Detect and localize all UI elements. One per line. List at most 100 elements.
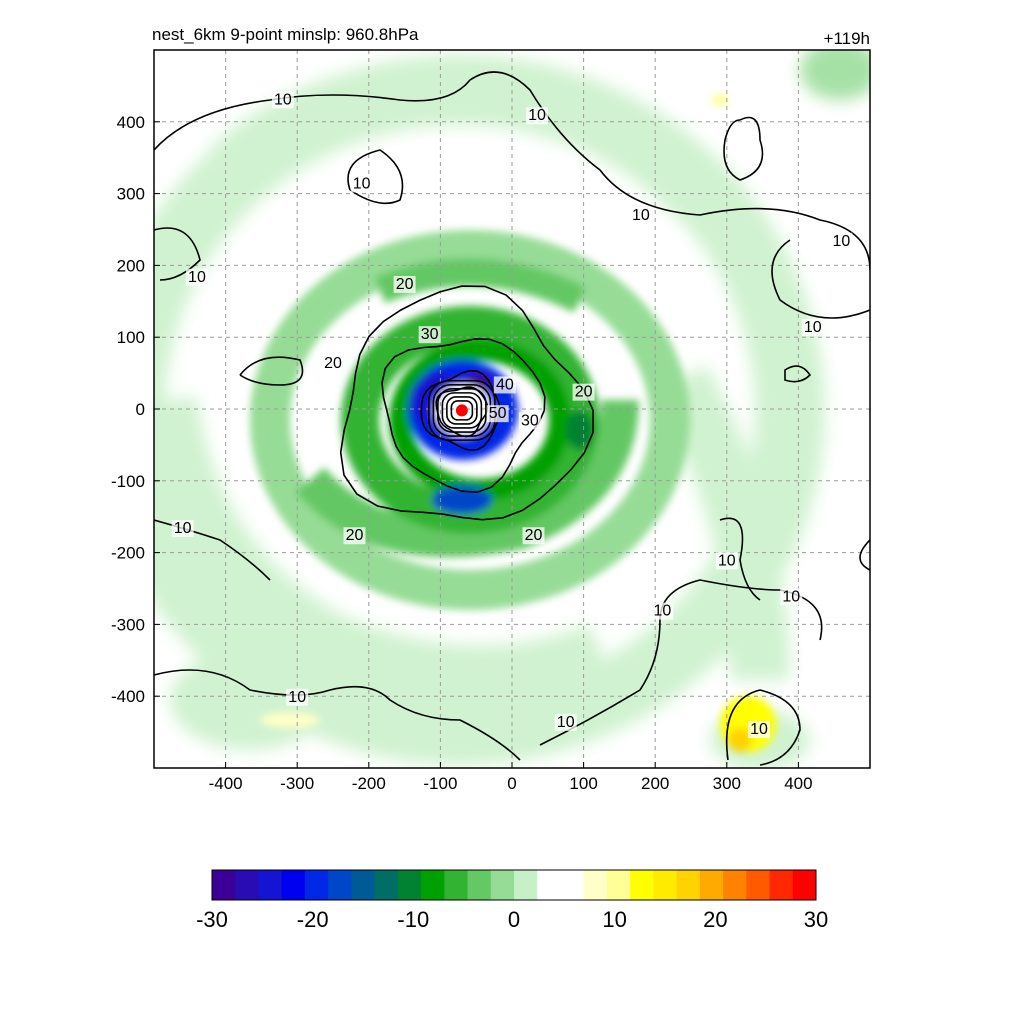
contour-label-bg bbox=[780, 588, 803, 606]
contour-label: 10 bbox=[832, 233, 850, 250]
colorbar-swatch bbox=[583, 870, 608, 900]
eye-contour bbox=[437, 388, 487, 433]
colorbar-swatch bbox=[699, 870, 724, 900]
contour-10-far-east bbox=[859, 539, 870, 571]
contour-label-bg bbox=[185, 268, 208, 286]
contour-label-bg bbox=[350, 175, 373, 193]
colorbar-tick-label: 30 bbox=[804, 907, 828, 932]
contour-label-bg bbox=[748, 721, 771, 739]
contour-label: 10 bbox=[750, 721, 768, 738]
colorbar-swatch bbox=[212, 870, 236, 900]
contour-label-bg bbox=[801, 319, 824, 337]
x-tick-label: 300 bbox=[713, 774, 741, 793]
colorbar-swatch bbox=[397, 870, 422, 900]
colorbar-swatch bbox=[537, 870, 561, 900]
contour-label: 10 bbox=[632, 207, 650, 224]
contour-label-bg bbox=[286, 688, 309, 706]
contour-label-bg bbox=[393, 275, 416, 293]
contour-label: 40 bbox=[496, 376, 514, 393]
contour-10-blob3 bbox=[784, 365, 812, 383]
contour-label-bg bbox=[651, 602, 674, 620]
y-tick-label: -400 bbox=[111, 687, 145, 706]
x-tick-label: 100 bbox=[569, 774, 597, 793]
contour-label: 10 bbox=[528, 107, 546, 124]
shaded-field bbox=[154, 50, 870, 768]
y-tick-label: 0 bbox=[136, 400, 145, 419]
x-tick-label: 0 bbox=[507, 774, 516, 793]
colorbar-swatch bbox=[630, 870, 654, 900]
contour-label-bg bbox=[486, 405, 509, 423]
contour-10-nw bbox=[347, 149, 404, 205]
y-tick-label: 100 bbox=[117, 328, 145, 347]
x-tick-label: -300 bbox=[280, 774, 314, 793]
x-tick-label: 400 bbox=[784, 774, 812, 793]
colorbar-frame bbox=[211, 869, 817, 901]
contour-label-bg bbox=[715, 552, 738, 570]
contour-label-bg bbox=[830, 232, 853, 250]
y-tick-label: 200 bbox=[117, 256, 145, 275]
contour-10-blob2 bbox=[723, 116, 764, 181]
contour-label: 10 bbox=[653, 603, 671, 620]
contour-ring-30 bbox=[381, 338, 546, 494]
colorbar-swatch bbox=[653, 870, 678, 900]
x-tick-label: 200 bbox=[641, 774, 669, 793]
contour-label-bg bbox=[171, 520, 194, 538]
contour-label-bg bbox=[343, 527, 366, 545]
x-tick-label: -200 bbox=[352, 774, 386, 793]
chart-title: nest_6km 9-point minslp: 960.8hPa bbox=[152, 25, 419, 44]
contour-label-bg bbox=[518, 412, 541, 430]
contour-label: 20 bbox=[346, 527, 364, 544]
colorbar-swatch bbox=[792, 870, 817, 900]
contour-label: 30 bbox=[421, 326, 439, 343]
plot-area: 10 10 10 10 10 10 10 10 10 10 10 10 10 10 20 20 20 20 20 30… bbox=[154, 50, 870, 768]
colorbar-swatch bbox=[467, 870, 492, 900]
contour-label: 10 bbox=[174, 520, 192, 537]
eye-contour bbox=[450, 400, 474, 421]
contour-label: 10 bbox=[274, 91, 292, 108]
contour-label: 10 bbox=[718, 552, 736, 569]
contour-label: 20 bbox=[396, 276, 414, 293]
contour-label: 20 bbox=[525, 527, 543, 544]
y-tick-label: -200 bbox=[111, 544, 145, 563]
colorbar-tick-label: 20 bbox=[703, 907, 727, 932]
contour-10-south bbox=[154, 669, 521, 761]
colorbar-tick-label: -10 bbox=[397, 907, 429, 932]
contour-10-blob1 bbox=[239, 356, 304, 386]
contour-label: 20 bbox=[575, 384, 593, 401]
contour-label: 10 bbox=[288, 689, 306, 706]
contour-label-bg bbox=[271, 91, 294, 109]
y-axis: 400 300 200 100 0 -100 -200 -300 -400 bbox=[111, 113, 160, 706]
colorbar-tick-label: 10 bbox=[602, 907, 626, 932]
contour-10-ne bbox=[771, 239, 870, 319]
contour-label: 50 bbox=[489, 405, 507, 422]
contour-label-bg bbox=[522, 527, 545, 545]
contour-label-bg bbox=[322, 354, 344, 372]
y-tick-label: 300 bbox=[117, 185, 145, 204]
colorbar-swatch bbox=[235, 870, 259, 900]
colorbar-tick-label: -20 bbox=[297, 907, 329, 932]
contour-10-west bbox=[154, 227, 201, 281]
x-tick-label: -100 bbox=[423, 774, 457, 793]
contour-label: 10 bbox=[782, 588, 800, 605]
contour-label-bg bbox=[493, 376, 516, 394]
contour-label: 10 bbox=[804, 319, 822, 336]
contour-label-bg bbox=[629, 207, 652, 225]
y-tick-label: 400 bbox=[117, 113, 145, 132]
contour-label: 10 bbox=[188, 269, 206, 286]
contour-label-bg bbox=[418, 326, 441, 344]
contour-label-bg bbox=[572, 383, 595, 401]
y-tick-label: -100 bbox=[111, 472, 145, 491]
colorbar-swatch bbox=[746, 870, 771, 900]
x-tick-label: -400 bbox=[209, 774, 243, 793]
colorbar-swatch bbox=[560, 870, 585, 900]
colorbar-swatch bbox=[328, 870, 352, 900]
contour-10-east bbox=[719, 517, 761, 601]
eye-contour bbox=[446, 396, 478, 425]
colorbar-swatch bbox=[374, 870, 399, 900]
colorbar-swatch bbox=[304, 870, 329, 900]
colorbar-tick-label: 0 bbox=[508, 907, 520, 932]
colorbar-swatch bbox=[514, 870, 538, 900]
contour-label: 20 bbox=[324, 355, 342, 372]
contour-ring-20 bbox=[339, 285, 594, 521]
